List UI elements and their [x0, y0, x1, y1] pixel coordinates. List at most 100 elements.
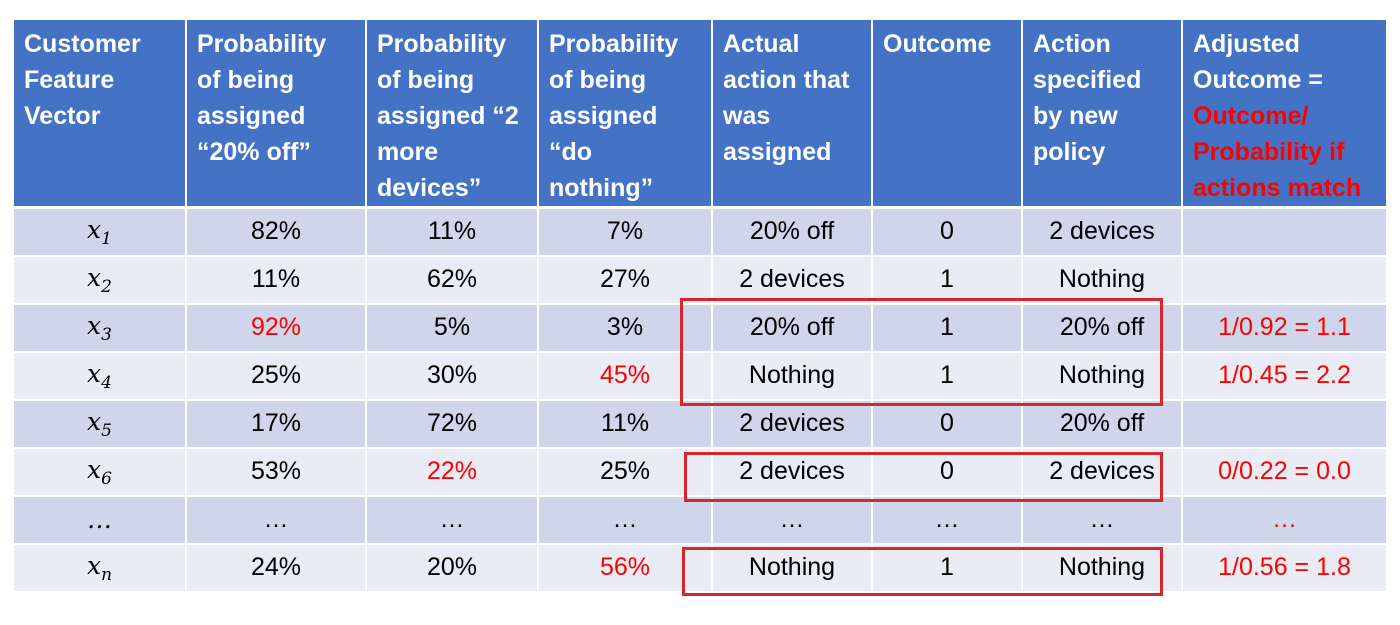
cell-policy-action: Nothing [1022, 351, 1183, 401]
feature-symbol: x [87, 454, 102, 484]
table-row: xn 24% 20% 56% Nothing 1 Nothing 1/0.56 = 1.8 [14, 543, 1386, 593]
cell-prob-2-devices: 22% [366, 447, 539, 497]
cell-prob-2-devices: 20% [366, 543, 539, 593]
cell-prob-20-off: 92% [186, 303, 367, 353]
policy-evaluation-table: Customer Feature Vector Probability of b… [14, 20, 1386, 593]
cell-actual-action: 20% off [712, 207, 873, 257]
cell-prob-20-off: … [186, 495, 367, 545]
cell-prob-2-devices: 62% [366, 255, 539, 305]
cell-prob-2-devices: 5% [366, 303, 539, 353]
policy-evaluation-table-wrap: Customer Feature Vector Probability of b… [14, 20, 1386, 593]
cell-adjusted-outcome: 1/0.92 = 1.1 [1182, 303, 1386, 353]
table-row: x1 82% 11% 7% 20% off 0 2 devices [14, 207, 1386, 257]
cell-feature-vector: … [14, 495, 187, 545]
cell-policy-action: Nothing [1022, 255, 1183, 305]
feature-subscript: 3 [101, 324, 112, 345]
cell-prob-do-nothing: 11% [538, 399, 713, 449]
cell-feature-vector: x3 [14, 303, 187, 353]
cell-outcome: 1 [872, 255, 1023, 305]
cell-adjusted-outcome [1182, 207, 1386, 257]
cell-adjusted-outcome: 1/0.56 = 1.8 [1182, 543, 1386, 593]
cell-feature-vector: x5 [14, 399, 187, 449]
cell-prob-do-nothing: 27% [538, 255, 713, 305]
header-adjusted-highlight: Outcome/ Probability if actions match [1193, 102, 1362, 202]
cell-outcome: 0 [872, 207, 1023, 257]
feature-symbol: x [87, 406, 102, 436]
table-row: x2 11% 62% 27% 2 devices 1 Nothing [14, 255, 1386, 305]
cell-prob-20-off: 17% [186, 399, 367, 449]
cell-outcome: … [872, 495, 1023, 545]
cell-feature-vector: x4 [14, 351, 187, 401]
cell-adjusted-outcome [1182, 399, 1386, 449]
feature-symbol: … [87, 505, 112, 534]
cell-policy-action: … [1022, 495, 1183, 545]
feature-symbol: x [86, 550, 102, 580]
cell-policy-action: 2 devices [1022, 447, 1183, 497]
cell-prob-20-off: 11% [186, 255, 367, 305]
cell-feature-vector: x6 [14, 447, 187, 497]
cell-prob-do-nothing: 45% [538, 351, 713, 401]
feature-subscript: 2 [101, 276, 112, 297]
cell-prob-do-nothing: 7% [538, 207, 713, 257]
table-row: …………………… [14, 495, 1386, 545]
cell-prob-2-devices: … [366, 495, 539, 545]
cell-prob-do-nothing: 25% [538, 447, 713, 497]
cell-prob-20-off: 53% [186, 447, 367, 497]
cell-outcome: 1 [872, 351, 1023, 401]
header-adjusted-prefix: Adjusted Outcome = [1193, 30, 1323, 94]
header-policy-action: Action specified by new policy [1022, 20, 1183, 209]
feature-subscript: n [101, 564, 113, 585]
cell-adjusted-outcome: 1/0.45 = 2.2 [1182, 351, 1386, 401]
cell-adjusted-outcome: … [1182, 495, 1386, 545]
cell-feature-vector: x2 [14, 255, 187, 305]
cell-outcome: 0 [872, 399, 1023, 449]
table-row: x6 53% 22% 25% 2 devices 0 2 devices 0/0.22 = 0… [14, 447, 1386, 497]
cell-prob-do-nothing: 3% [538, 303, 713, 353]
cell-prob-20-off: 24% [186, 543, 367, 593]
cell-prob-do-nothing: 56% [538, 543, 713, 593]
cell-actual-action: Nothing [712, 351, 873, 401]
cell-actual-action: 2 devices [712, 447, 873, 497]
cell-feature-vector: xn [14, 543, 187, 593]
cell-feature-vector: x1 [14, 207, 187, 257]
header-prob-20-off: Probability of being assigned “20% off” [186, 20, 367, 209]
feature-symbol: x [87, 310, 102, 340]
header-prob-2-devices: Probability of being assigned “2 more de… [366, 20, 539, 209]
header-actual-action: Actual action that was assigned [712, 20, 873, 209]
cell-prob-20-off: 82% [186, 207, 367, 257]
feature-subscript: 5 [101, 420, 112, 441]
cell-actual-action: 2 devices [712, 255, 873, 305]
cell-prob-2-devices: 30% [366, 351, 539, 401]
cell-outcome: 1 [872, 303, 1023, 353]
feature-subscript: 1 [101, 228, 112, 249]
cell-policy-action: 20% off [1022, 399, 1183, 449]
header-adjusted-outcome: Adjusted Outcome = Outcome/ Probability … [1182, 20, 1386, 209]
table-row: x3 92% 5% 3% 20% off 1 20% off 1/0.92 = 1.1 [14, 303, 1386, 353]
cell-policy-action: Nothing [1022, 543, 1183, 593]
header-feature-vector: Customer Feature Vector [14, 20, 187, 209]
cell-prob-2-devices: 72% [366, 399, 539, 449]
feature-symbol: x [87, 358, 102, 388]
table-body: x1 82% 11% 7% 20% off 0 2 devices x2 11% 62% 27% 2 … [14, 207, 1386, 593]
cell-actual-action: 20% off [712, 303, 873, 353]
feature-symbol: x [87, 214, 102, 244]
cell-prob-do-nothing: … [538, 495, 713, 545]
cell-actual-action: … [712, 495, 873, 545]
cell-prob-20-off: 25% [186, 351, 367, 401]
cell-actual-action: Nothing [712, 543, 873, 593]
cell-policy-action: 20% off [1022, 303, 1183, 353]
cell-outcome: 0 [872, 447, 1023, 497]
header-prob-do-nothing: Probability of being assigned “do nothin… [538, 20, 713, 209]
feature-symbol: x [87, 262, 102, 292]
header-outcome: Outcome [872, 20, 1023, 209]
feature-subscript: 6 [101, 468, 112, 489]
table-row: x5 17% 72% 11% 2 devices 0 20% off [14, 399, 1386, 449]
cell-adjusted-outcome [1182, 255, 1386, 305]
table-row: x4 25% 30% 45% Nothing 1 Nothing 1/0.45 = 2.2 [14, 351, 1386, 401]
cell-actual-action: 2 devices [712, 399, 873, 449]
cell-prob-2-devices: 11% [366, 207, 539, 257]
cell-policy-action: 2 devices [1022, 207, 1183, 257]
feature-subscript: 4 [101, 372, 112, 393]
header-row: Customer Feature Vector Probability of b… [14, 20, 1386, 209]
cell-outcome: 1 [872, 543, 1023, 593]
